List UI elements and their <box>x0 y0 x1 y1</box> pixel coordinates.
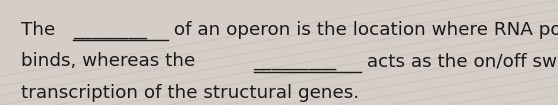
Text: transcription of the structural genes.: transcription of the structural genes. <box>21 84 359 102</box>
Text: _________: _________ <box>254 52 337 70</box>
Text: acts as the on/off switch for: acts as the on/off switch for <box>361 52 558 70</box>
Text: The: The <box>21 21 61 39</box>
Text: ________: ________ <box>73 21 147 39</box>
Text: of an operon is the location where RNA polymerase: of an operon is the location where RNA p… <box>169 21 558 39</box>
Text: binds, whereas the: binds, whereas the <box>21 52 201 70</box>
